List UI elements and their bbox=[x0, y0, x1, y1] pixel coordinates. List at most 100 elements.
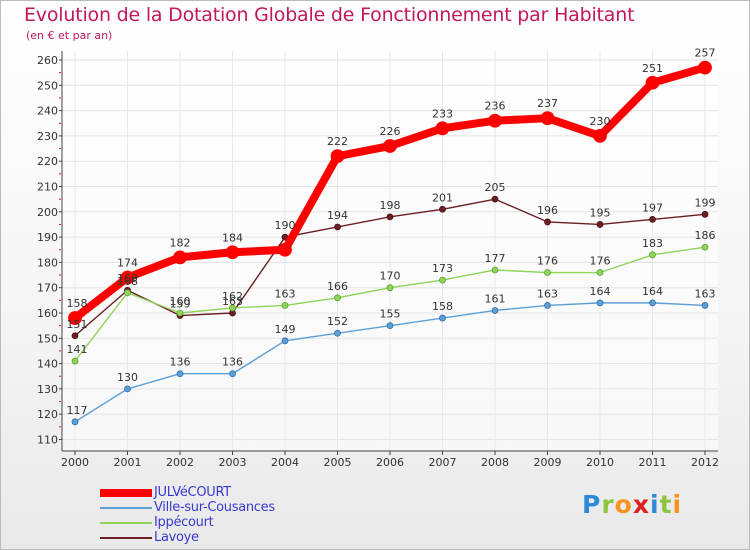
x-tick-label-2012: 2012 bbox=[691, 456, 719, 469]
data-label-ville-sur-cousances-2006: 155 bbox=[380, 308, 401, 321]
legend-label-julv-court: JULVéCOURT bbox=[154, 485, 231, 500]
legend-swatch-lavoye bbox=[100, 536, 152, 539]
legend-item-lavoye: Lavoye bbox=[100, 530, 275, 545]
point-ville-sur-cousances-2012 bbox=[701, 302, 709, 309]
point-ville-sur-cousances-2008 bbox=[491, 307, 499, 314]
x-tick-label-2004: 2004 bbox=[271, 456, 299, 469]
point-ipp-court-2003 bbox=[229, 304, 236, 312]
data-label-julv-court-2005: 222 bbox=[327, 135, 348, 148]
data-label-lavoye-2012: 199 bbox=[695, 196, 716, 209]
point-ipp-court-2007 bbox=[439, 276, 446, 284]
point-julv-court-2007 bbox=[435, 121, 450, 136]
data-label-julv-court-2008: 236 bbox=[485, 100, 506, 113]
point-julv-court-2011 bbox=[645, 75, 660, 90]
point-ville-sur-cousances-2000 bbox=[71, 418, 79, 426]
data-label-lavoye-2006: 198 bbox=[380, 199, 401, 212]
y-tick-label-130: 130 bbox=[37, 383, 58, 396]
x-tick-label-2005: 2005 bbox=[324, 456, 352, 469]
point-ipp-court-2008 bbox=[491, 266, 499, 274]
point-lavoye-2007 bbox=[439, 205, 446, 213]
point-ipp-court-2004 bbox=[281, 302, 289, 309]
point-ipp-court-2009 bbox=[544, 269, 551, 276]
data-label-ville-sur-cousances-2007: 158 bbox=[432, 300, 453, 313]
data-label-ville-sur-cousances-2003: 136 bbox=[222, 356, 243, 369]
data-label-ipp-court-2005: 166 bbox=[327, 280, 348, 293]
data-label-lavoye-2008: 205 bbox=[485, 181, 506, 194]
data-label-lavoye-2003: 163 bbox=[222, 295, 243, 308]
data-label-lavoye-2002: 159 bbox=[170, 298, 191, 311]
point-ipp-court-2010 bbox=[596, 269, 604, 276]
point-ville-sur-cousances-2005 bbox=[334, 329, 341, 337]
point-lavoye-2009 bbox=[544, 218, 551, 226]
data-label-julv-court-2006: 226 bbox=[380, 125, 401, 138]
point-lavoye-2012 bbox=[701, 210, 709, 218]
y-tick-label-180: 180 bbox=[37, 256, 58, 269]
data-label-ville-sur-cousances-2009: 163 bbox=[537, 287, 558, 300]
point-julv-court-2003 bbox=[225, 245, 240, 260]
point-ville-sur-cousances-2009 bbox=[544, 302, 551, 309]
y-tick-label-220: 220 bbox=[37, 155, 58, 168]
y-tick-label-230: 230 bbox=[37, 130, 58, 143]
point-ville-sur-cousances-2010 bbox=[596, 299, 604, 307]
data-label-lavoye-2004: 190 bbox=[275, 219, 296, 232]
data-label-ipp-court-2012: 186 bbox=[695, 229, 716, 242]
data-label-ipp-court-2001: 168 bbox=[117, 275, 138, 288]
data-label-ville-sur-cousances-2010: 164 bbox=[590, 285, 611, 298]
point-ville-sur-cousances-2011 bbox=[649, 299, 656, 307]
x-tick-label-2003: 2003 bbox=[219, 456, 247, 469]
data-label-lavoye-2005: 194 bbox=[327, 209, 348, 222]
data-label-ville-sur-cousances-2000: 117 bbox=[67, 404, 88, 417]
legend-label-lavoye: Lavoye bbox=[154, 530, 199, 545]
point-lavoye-2000 bbox=[71, 332, 79, 340]
data-label-lavoye-2001: 169 bbox=[117, 272, 138, 285]
point-julv-court-2008 bbox=[488, 113, 502, 128]
y-tick-label-170: 170 bbox=[37, 282, 58, 295]
point-ipp-court-2011 bbox=[649, 251, 656, 259]
legend-item-julv-court: JULVéCOURT bbox=[100, 485, 275, 500]
data-label-ville-sur-cousances-2008: 161 bbox=[485, 292, 506, 305]
data-label-ipp-court-2006: 170 bbox=[380, 270, 401, 283]
y-tick-label-110: 110 bbox=[37, 434, 58, 447]
y-tick-label-250: 250 bbox=[37, 79, 58, 92]
point-ipp-court-2000 bbox=[71, 357, 79, 365]
data-label-ipp-court-2011: 183 bbox=[642, 237, 663, 250]
data-label-julv-court-2002: 182 bbox=[170, 236, 191, 249]
data-label-ville-sur-cousances-2012: 163 bbox=[695, 287, 716, 300]
legend-swatch-ipp-court bbox=[100, 521, 152, 524]
chart-subtitle: (en € et par an) bbox=[26, 29, 113, 42]
data-label-ville-sur-cousances-2002: 136 bbox=[170, 356, 191, 369]
data-label-ville-sur-cousances-2001: 130 bbox=[117, 371, 138, 384]
data-label-julv-court-2003: 184 bbox=[222, 231, 243, 244]
x-tick-label-2002: 2002 bbox=[166, 456, 194, 469]
legend-swatch-julv-court bbox=[100, 488, 152, 497]
point-ipp-court-2001 bbox=[124, 289, 131, 297]
data-label-ipp-court-2000: 141 bbox=[67, 343, 88, 356]
legend-swatch-ville-sur-cousances bbox=[100, 506, 152, 509]
y-tick-label-160: 160 bbox=[37, 307, 58, 320]
y-tick-label-140: 140 bbox=[37, 358, 58, 371]
point-ville-sur-cousances-2006 bbox=[386, 322, 394, 330]
point-ipp-court-2006 bbox=[386, 284, 394, 292]
data-label-ipp-court-2010: 176 bbox=[590, 255, 611, 268]
x-tick-label-2007: 2007 bbox=[429, 456, 457, 469]
point-ville-sur-cousances-2003 bbox=[229, 370, 236, 378]
point-julv-court-2004 bbox=[278, 242, 292, 257]
data-label-ipp-court-2009: 176 bbox=[537, 255, 558, 268]
point-julv-court-2005 bbox=[330, 149, 345, 164]
point-ville-sur-cousances-2002 bbox=[176, 370, 184, 378]
data-label-julv-court-2000: 158 bbox=[67, 297, 88, 310]
data-label-julv-court-2001: 174 bbox=[117, 257, 138, 270]
data-label-ville-sur-cousances-2011: 164 bbox=[642, 285, 663, 298]
y-tick-label-120: 120 bbox=[37, 408, 58, 421]
point-ville-sur-cousances-2004 bbox=[281, 337, 289, 345]
point-julv-court-2010 bbox=[593, 128, 607, 143]
data-label-lavoye-2007: 201 bbox=[432, 191, 453, 204]
x-tick-label-2006: 2006 bbox=[376, 456, 404, 469]
data-label-julv-court-2007: 233 bbox=[432, 107, 453, 120]
data-label-lavoye-2011: 197 bbox=[642, 201, 663, 214]
x-tick-label-2008: 2008 bbox=[481, 456, 509, 469]
point-julv-court-2009 bbox=[540, 111, 555, 126]
point-ipp-court-2012 bbox=[701, 243, 709, 251]
chart-title: Evolution de la Dotation Globale de Fonc… bbox=[24, 4, 635, 26]
